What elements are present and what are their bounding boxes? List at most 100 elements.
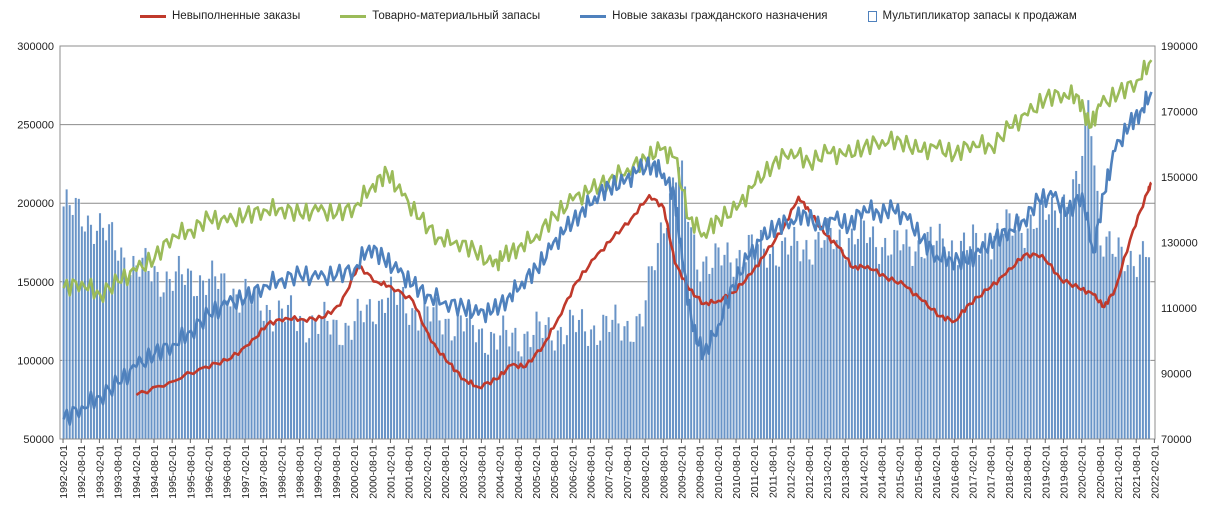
bar-ratio (301, 318, 305, 440)
legend-label-backlog: Невыполненные заказы (172, 10, 301, 22)
bar-ratio (898, 249, 902, 440)
bar-ratio (435, 296, 438, 440)
bar-ratio (335, 319, 338, 440)
bar-ratio (510, 332, 514, 440)
bar-ratio (1065, 206, 1069, 440)
bar-ratio (401, 286, 405, 440)
line-new-orders (62, 90, 1153, 426)
bar-ratio (332, 319, 335, 440)
legend-label-inventories: Товарно-материальный запасы (372, 10, 541, 22)
bar-ratio (410, 307, 414, 440)
bar-ratio (820, 247, 823, 440)
line-series (62, 59, 1153, 426)
y-left-tick-label: 150000 (17, 277, 54, 289)
bar-ratio (310, 314, 314, 440)
bar-ratio (134, 265, 138, 440)
bar-ratio (225, 300, 229, 440)
bar-ratio (604, 315, 608, 440)
bar-ratio (325, 320, 329, 440)
bar-ratio (1035, 227, 1039, 440)
bar-ratio (992, 235, 996, 440)
x-tick-label: 2003-02-01 (458, 445, 470, 499)
x-tick-label: 2000-08-01 (367, 445, 379, 499)
x-tick-label: 2021-02-01 (1113, 445, 1125, 499)
bar-ratio (683, 186, 687, 440)
legend-item-new-orders[interactable]: Новые заказы гражданского назначения (580, 10, 828, 22)
bar-ratio (653, 269, 657, 440)
bar-ratio (426, 305, 429, 440)
x-tick-label: 2010-02-01 (713, 445, 725, 499)
x-tick-label: 1999-02-01 (313, 445, 325, 499)
bar-ratio (665, 227, 669, 440)
bar-ratio (656, 242, 660, 440)
bar-ratio (586, 345, 590, 440)
bar-ratio (322, 301, 326, 440)
bar-ratio (632, 341, 635, 440)
bar-ratio (850, 228, 854, 440)
bar-ratio (329, 334, 332, 440)
legend-swatch-inventories (340, 14, 367, 18)
bar-ratio (1038, 201, 1042, 440)
bar-ratio (595, 344, 599, 440)
bar-ratio (250, 303, 254, 440)
bar-ratio (620, 340, 623, 440)
bar-ratio (1056, 227, 1060, 440)
bar-ratio (889, 254, 893, 440)
bar-ratio (1059, 210, 1063, 440)
bar-ratio (720, 265, 723, 440)
bar-ratio (213, 275, 217, 440)
bar-ratio (286, 304, 290, 440)
bar-ratio (626, 320, 629, 440)
legend-item-inventories[interactable]: Товарно-материальный запасы (340, 10, 540, 22)
legend-item-ratio[interactable]: Мультипликатор запасы к продажам (867, 10, 1077, 22)
bar-ratio (904, 228, 908, 440)
bar-ratio (62, 206, 66, 440)
legend-item-backlog[interactable]: Невыполненные заказы (140, 10, 300, 22)
y-right-tick-label: 170000 (1161, 107, 1198, 119)
bar-ratio (447, 318, 451, 440)
y-right-tick-label: 70000 (1161, 434, 1192, 446)
x-tick-label: 1997-02-01 (240, 445, 252, 499)
bar-ratio (710, 267, 714, 440)
bar-ratio (838, 229, 842, 440)
bar-ratio (598, 340, 602, 440)
x-tick-label: 2009-02-01 (676, 445, 688, 499)
bar-ratio (283, 321, 287, 440)
bar-ratio (1123, 270, 1127, 440)
bar-ratio (859, 214, 863, 440)
bar-ratio (1135, 276, 1139, 440)
bar-ratio (274, 322, 278, 440)
bar-ratio (1089, 135, 1093, 440)
legend-swatch-new-orders (580, 14, 607, 18)
bar-ratio (777, 266, 781, 440)
x-tick-label: 1998-08-01 (294, 445, 306, 499)
x-tick-label: 2020-08-01 (1095, 445, 1107, 499)
bar-ratio (1002, 233, 1005, 440)
bar-ratio (789, 245, 793, 440)
bar-ratio (368, 298, 372, 440)
bar-ratio (768, 253, 772, 440)
bar-ratio (174, 270, 178, 440)
bar-ratio (613, 304, 617, 440)
bar-ratio (107, 223, 111, 440)
bar-ratio (747, 234, 751, 440)
bar-ratio (559, 326, 563, 440)
x-tick-label: 1995-08-01 (185, 445, 197, 499)
bar-ratio (865, 242, 869, 440)
bar-ratio (641, 326, 645, 440)
bar-ratio (474, 341, 478, 440)
bar-ratio (207, 278, 211, 440)
bar-ratio (523, 333, 526, 440)
bar-ratio (444, 318, 448, 440)
bar-ratio (1005, 208, 1008, 440)
bar-ratio (441, 334, 444, 440)
bar-ratio (89, 224, 93, 440)
bar-ratio (532, 334, 535, 440)
bar-ratio (583, 330, 587, 440)
x-tick-label: 2011-08-01 (767, 445, 779, 498)
x-tick-label: 2019-02-01 (1040, 445, 1052, 499)
bar-ratio (1017, 215, 1020, 440)
bar-ratio (732, 276, 736, 440)
bar-ratio (504, 329, 508, 440)
y-right-tick-label: 90000 (1161, 369, 1192, 381)
